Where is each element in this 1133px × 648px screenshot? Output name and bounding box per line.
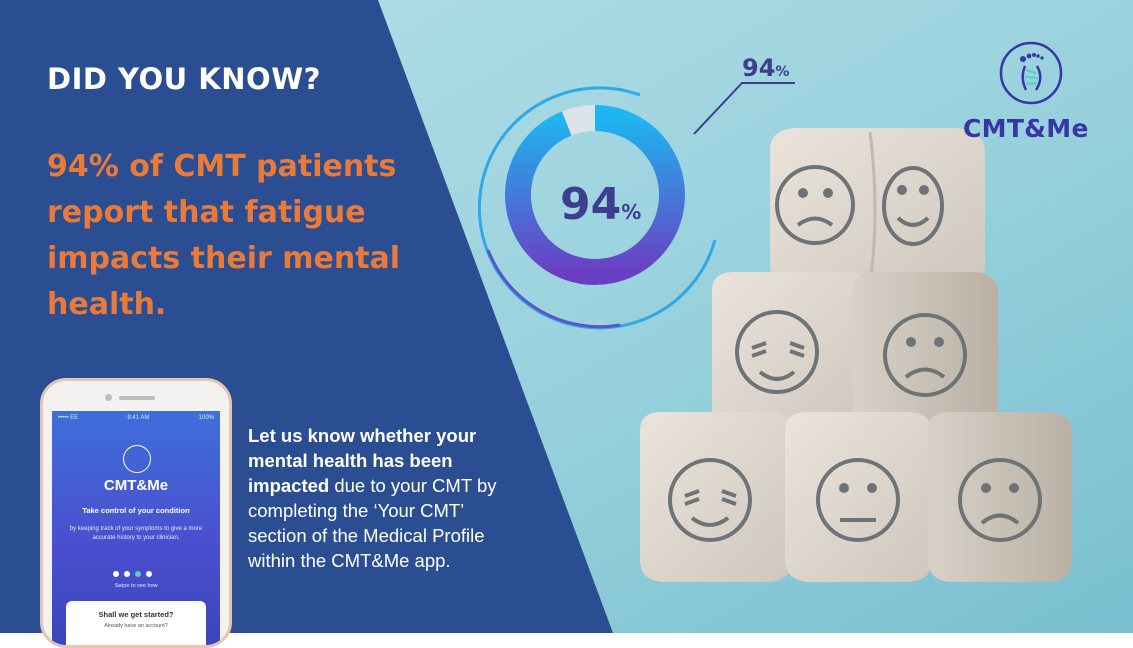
existing-account-link[interactable]: Already have an account? [104, 623, 168, 629]
app-logo-icon [123, 445, 151, 473]
die-bottom-middle [785, 412, 932, 582]
die-bottom-right [928, 412, 1072, 582]
get-started-title: Shall we get started? [98, 610, 174, 619]
die-bottom-left [640, 412, 792, 582]
die-middle-right [853, 272, 998, 430]
clock-label: 9:41 AM [127, 415, 150, 421]
app-tagline: Take control of your condition [82, 506, 190, 515]
donut-chart: 94% 94% [477, 54, 795, 330]
get-started-card[interactable]: Shall we get started? Already have an ac… [66, 601, 206, 645]
carousel-dot[interactable] [113, 571, 119, 577]
callout-leader-line [693, 82, 795, 135]
call-to-action-bold: Let us know whether your mental health h… [248, 425, 477, 496]
donut-value-arc [505, 105, 685, 285]
carousel-dots[interactable] [113, 571, 152, 577]
status-bar: ••••• EE 9:41 AM 100% [52, 411, 220, 421]
app-screen: ••••• EE 9:41 AM 100% CMT&Me Take contro… [52, 411, 220, 645]
grinning-face-icon [735, 310, 819, 394]
outer-arc-decoration-lower [486, 249, 621, 329]
phone-speaker [119, 396, 155, 400]
frowning-face-icon [883, 313, 967, 397]
app-brand-name: CMT&Me [103, 477, 169, 494]
carousel-dot[interactable] [146, 571, 152, 577]
carrier-label: ••••• EE [58, 415, 79, 421]
angry-sad-face-icon [958, 458, 1042, 542]
neutral-face-icon [816, 458, 900, 542]
swipe-hint: Swipe to see how [114, 583, 158, 589]
donut-center-value: 94% [560, 179, 641, 230]
phone-mockup: ••••• EE 9:41 AM 100% CMT&Me Take contro… [40, 378, 232, 648]
battery-label: 100% [198, 415, 214, 421]
smiley-face-icon [882, 166, 944, 246]
brand-name: CMT&Me [963, 114, 1089, 143]
statistic-text: 94% of CMT patients report that fatigue … [47, 149, 401, 322]
callout-value: 94% [742, 54, 789, 82]
die-middle-left [712, 272, 870, 430]
die-top [770, 128, 985, 287]
carousel-dot-active[interactable] [135, 571, 141, 577]
happy-face-icon [668, 458, 752, 542]
emoji-dice-pyramid [640, 128, 1072, 582]
foot-dna-logo-icon [999, 41, 1063, 105]
app-description: by keeping track of your symptoms to giv… [69, 526, 203, 541]
call-to-action-text: Let us know whether your mental health h… [248, 423, 523, 573]
phone-camera [105, 394, 112, 401]
carousel-dot[interactable] [124, 571, 130, 577]
headline: DID YOU KNOW? [47, 62, 321, 96]
call-to-action-rest: due to your CMT by completing the ‘Your … [248, 475, 497, 571]
sad-face-icon [775, 165, 855, 245]
